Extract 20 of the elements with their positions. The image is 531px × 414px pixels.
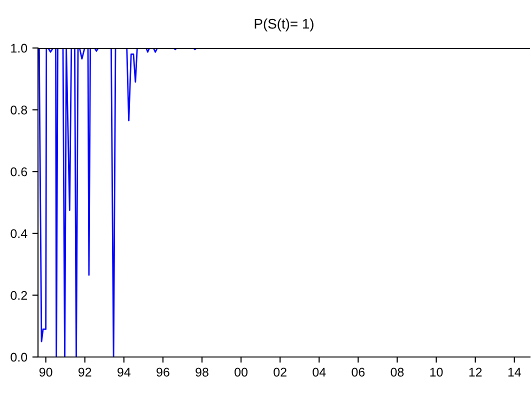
x-tick-label: 06: [352, 368, 365, 377]
x-tick-label: 02: [274, 368, 286, 377]
y-tick-label: 0.6: [10, 167, 28, 176]
x-tick-label: 12: [469, 368, 482, 376]
x-tick-label: 14: [508, 368, 521, 376]
y-tick-label: 0.2: [10, 291, 27, 300]
x-tick-label: 00: [234, 368, 248, 377]
x-tick-label: 04: [312, 368, 326, 377]
y-tick-label: 0.0: [10, 352, 28, 362]
x-tick-label: 92: [78, 368, 92, 377]
x-tick-label: 94: [118, 368, 130, 377]
x-tick-label: 98: [196, 368, 208, 377]
x-tick-label: 10: [430, 368, 443, 377]
y-tick-label: 1.0: [11, 44, 28, 53]
chart-title: P(S(t)= 1): [254, 18, 314, 32]
y-tick-label: 0.8: [10, 106, 28, 114]
y-tick-label: 0.4: [10, 229, 28, 238]
x-tick-label: 08: [390, 368, 404, 377]
x-tick-label: 90: [39, 368, 52, 377]
x-tick-label: 96: [156, 368, 170, 377]
